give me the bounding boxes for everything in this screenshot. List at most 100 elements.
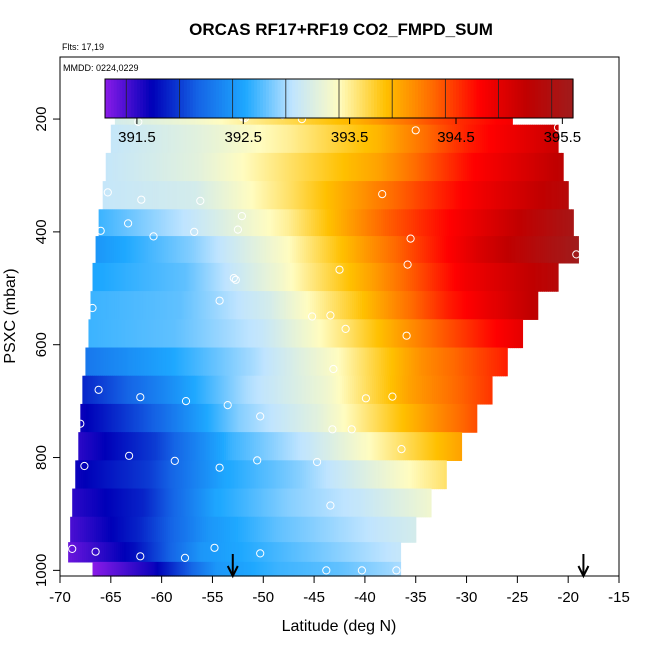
heatmap-cell: [168, 432, 171, 461]
heatmap-cell: [337, 460, 341, 490]
heatmap-cell: [462, 236, 465, 264]
heatmap-cell: [333, 152, 337, 182]
heatmap-cell: [92, 516, 95, 543]
heatmap-cell: [472, 319, 476, 349]
heatmap-cell: [256, 209, 260, 237]
heatmap-cell: [182, 516, 185, 543]
heatmap-cell: [519, 291, 523, 320]
heatmap-cell: [549, 152, 552, 182]
heatmap-cell: [503, 152, 506, 182]
heatmap-cell: [381, 209, 384, 237]
heatmap-cell: [192, 403, 196, 433]
heatmap-cell: [160, 542, 163, 563]
heatmap-cell: [166, 124, 170, 154]
heatmap-cell: [334, 561, 338, 577]
heatmap-cell: [358, 181, 362, 210]
heatmap-cell: [320, 291, 323, 320]
heatmap-cell: [471, 152, 474, 182]
heatmap-cell: [527, 152, 530, 182]
heatmap-cell: [428, 181, 431, 210]
heatmap-cell: [512, 262, 515, 292]
heatmap-cell: [130, 561, 134, 577]
heatmap-cell: [491, 347, 494, 377]
heatmap-cell: [350, 291, 353, 320]
heatmap-cell: [137, 460, 141, 490]
heatmap-cell: [96, 319, 100, 349]
heatmap-cell: [463, 375, 467, 405]
heatmap-cell: [216, 432, 219, 461]
heatmap-cell: [388, 488, 392, 518]
heatmap-cell: [548, 262, 551, 292]
heatmap-cell: [343, 152, 347, 182]
heatmap-cell: [145, 347, 148, 377]
heatmap-cell: [191, 152, 195, 182]
heatmap-cell: [154, 262, 158, 292]
heatmap-cell: [454, 319, 458, 349]
heatmap-cell: [370, 460, 373, 490]
heatmap-cell: [92, 561, 96, 577]
heatmap-cell: [347, 347, 350, 377]
heatmap-cell: [305, 516, 309, 543]
heatmap-cell: [223, 347, 226, 377]
heatmap-cell: [280, 403, 284, 433]
heatmap-cell: [146, 319, 150, 349]
heatmap-cell: [277, 460, 281, 490]
heatmap-cell: [188, 375, 191, 405]
heatmap-cell: [349, 516, 353, 543]
heatmap-cell: [138, 124, 142, 154]
heatmap-cell: [266, 291, 269, 320]
heatmap-cell: [100, 319, 104, 349]
heatmap-cell: [428, 375, 431, 405]
heatmap-cell: [213, 347, 216, 377]
heatmap-cell: [341, 432, 345, 461]
heatmap-cell: [231, 347, 234, 377]
heatmap-cell: [288, 124, 292, 154]
heatmap-cell: [360, 181, 364, 210]
heatmap-cell: [448, 403, 452, 433]
heatmap-cell: [286, 488, 290, 518]
heatmap-cell: [517, 209, 520, 237]
heatmap-cell: [426, 124, 429, 154]
heatmap-cell: [94, 488, 97, 518]
heatmap-cell: [216, 209, 220, 237]
heatmap-cell: [515, 152, 518, 182]
heatmap-cell: [186, 319, 190, 349]
colorbar-segment: [166, 79, 170, 118]
heatmap-cell: [326, 124, 330, 154]
heatmap-cell: [350, 209, 354, 237]
heatmap-cell: [212, 291, 215, 320]
heatmap-cell: [148, 516, 151, 543]
colorbar-segment: [429, 79, 434, 118]
heatmap-cell: [360, 542, 364, 563]
heatmap-cell: [402, 124, 405, 154]
heatmap-cell: [250, 561, 254, 577]
heatmap-cell: [106, 488, 109, 518]
heatmap-cell: [433, 432, 437, 461]
heatmap-cell: [149, 152, 153, 182]
heatmap-cell: [300, 262, 303, 292]
heatmap-cell: [464, 319, 468, 349]
heatmap-cell: [351, 152, 354, 182]
heatmap-cell: [228, 209, 232, 237]
heatmap-cell: [195, 347, 198, 377]
heatmap-cell: [235, 347, 238, 377]
heatmap-cell: [334, 319, 338, 349]
heatmap-cell: [395, 516, 399, 543]
heatmap-cell: [384, 460, 387, 490]
heatmap-cell: [264, 375, 267, 405]
heatmap-cell: [170, 181, 174, 210]
heatmap-cell: [316, 319, 320, 349]
heatmap-cell: [287, 432, 291, 461]
heatmap-cell: [200, 262, 204, 292]
heatmap-cell: [297, 516, 301, 543]
heatmap-cell: [490, 319, 494, 349]
heatmap-cell: [559, 209, 562, 237]
heatmap-cell: [136, 403, 139, 433]
heatmap-cell: [424, 488, 428, 518]
heatmap-cell: [188, 181, 192, 210]
heatmap-cell: [306, 262, 309, 292]
heatmap-cell: [286, 375, 289, 405]
heatmap-cell: [100, 432, 103, 461]
heatmap-cell: [105, 347, 108, 377]
heatmap-cell: [349, 432, 353, 461]
